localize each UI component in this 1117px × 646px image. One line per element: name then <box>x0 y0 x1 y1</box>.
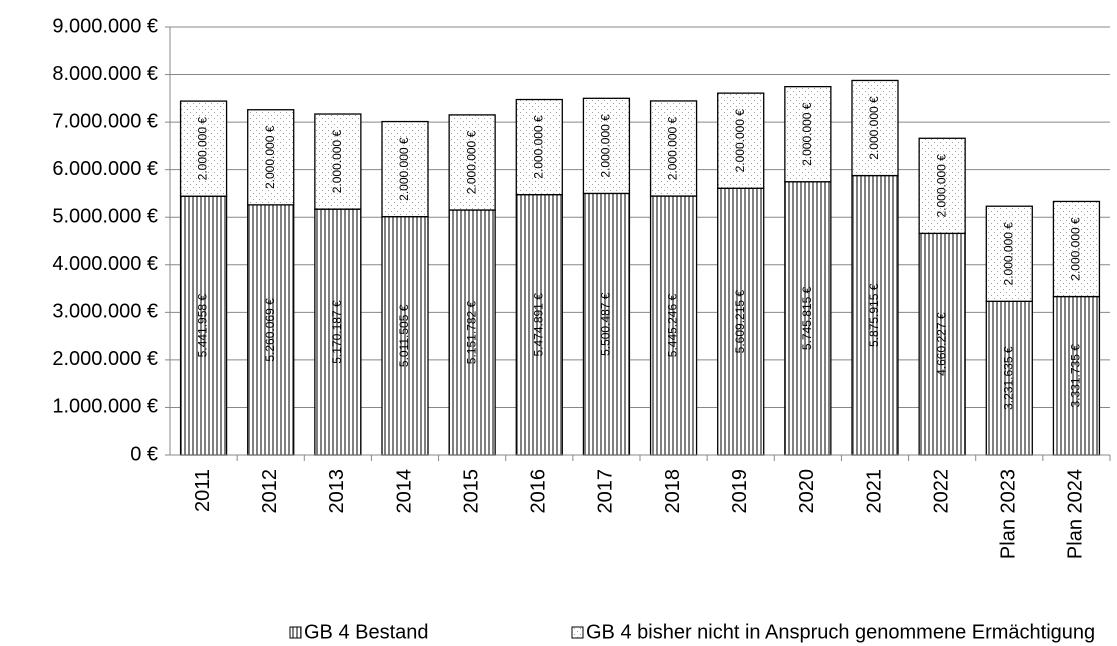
x-tick-label: 2021 <box>863 469 885 514</box>
y-tick-label: 1.000.000 € <box>52 396 158 418</box>
bar-segment <box>448 114 496 211</box>
value-label: 2.000.000 € <box>733 109 747 173</box>
value-label: 5.474.891 € <box>531 293 545 357</box>
y-tick-label: 8.000.000 € <box>52 63 158 85</box>
value-label: 2.000.000 € <box>1069 217 1083 281</box>
y-tick-label: 4.000.000 € <box>52 253 158 275</box>
value-label: 5.260.069 € <box>263 298 277 362</box>
bar-segment <box>784 85 832 183</box>
bar-segment <box>582 192 631 456</box>
bar-segment <box>851 174 899 456</box>
x-tick-label: 2017 <box>595 469 617 514</box>
legend-label: GB 4 Bestand <box>304 621 429 643</box>
value-label: 2.000.000 € <box>800 102 814 166</box>
value-label: 2.000.000 € <box>464 130 478 194</box>
x-tick-label: Plan 2024 <box>1065 469 1087 559</box>
bar-segment <box>717 92 765 189</box>
legend-swatch <box>571 626 584 639</box>
bar-segment <box>918 137 966 235</box>
value-label: 2.000.000 € <box>666 116 680 180</box>
value-label: 2.000.000 € <box>330 130 344 194</box>
y-tick-label: 6.000.000 € <box>52 158 158 180</box>
x-tick-label: 2012 <box>259 469 281 514</box>
value-label: 5.170.187 € <box>330 300 344 364</box>
bar-segment <box>1052 200 1101 298</box>
bar-segment <box>1052 295 1101 456</box>
x-tick-label: 2013 <box>326 469 348 514</box>
y-tick-label: 2.000.000 € <box>52 348 158 370</box>
x-tick-label: 2011 <box>192 469 214 512</box>
bar-segment <box>381 120 429 218</box>
y-tick-label: 7.000.000 € <box>52 110 158 132</box>
bar-segment <box>314 208 362 456</box>
bar-segment <box>784 181 832 456</box>
bar-segment <box>247 204 295 456</box>
x-tick-label: Plan 2023 <box>998 469 1020 559</box>
y-tick-label: 0 € <box>130 443 158 465</box>
value-label: 2.000.000 € <box>397 137 411 201</box>
value-label: 2.000.000 € <box>867 96 881 160</box>
value-label: 5.875.915 € <box>867 283 881 347</box>
bar-segment <box>515 193 563 456</box>
y-tick-label: 3.000.000 € <box>52 301 158 323</box>
value-label: 5.609.215 € <box>733 290 747 354</box>
legend-label: GB 4 bisher nicht in Anspruch genommene … <box>586 621 1095 643</box>
bar-segment <box>851 79 899 177</box>
x-tick-label: 2020 <box>796 469 818 514</box>
bar-segment <box>515 98 563 196</box>
bar-segment <box>985 205 1033 302</box>
bar-segment <box>582 97 631 195</box>
value-label: 2.000.000 € <box>599 114 613 178</box>
value-label: 5.151.782 € <box>464 300 478 364</box>
value-label: 2.000.000 € <box>934 154 948 218</box>
y-tick-label: 9.000.000 € <box>52 15 158 37</box>
value-label: 5.445.246 € <box>666 294 680 358</box>
value-label: 2.000.000 € <box>196 117 210 181</box>
bar-segment <box>381 216 429 456</box>
legend-swatch <box>289 626 302 639</box>
value-label: 5.745.815 € <box>800 286 814 350</box>
value-label: 3.231.635 € <box>1001 346 1015 410</box>
value-label: 2.000.000 € <box>1001 222 1015 286</box>
x-tick-label: 2019 <box>729 469 751 514</box>
bar-segment <box>314 113 362 210</box>
bar-segment <box>649 195 698 456</box>
value-label: 2.000.000 € <box>263 125 277 189</box>
x-tick-label: 2014 <box>393 469 415 514</box>
value-label: 5.500.487 € <box>599 292 613 356</box>
bar-segment <box>247 109 295 206</box>
bar-segment <box>649 100 698 197</box>
value-label: 2.000.000 € <box>531 115 545 179</box>
value-label: 5.441.958 € <box>196 294 210 358</box>
value-label: 5.011.505 € <box>397 304 411 367</box>
bar-segment <box>448 209 496 456</box>
y-tick-label: 5.000.000 € <box>52 206 158 228</box>
bar-segment <box>179 100 228 197</box>
bar-segment <box>179 195 228 456</box>
x-tick-label: 2016 <box>528 469 550 514</box>
value-label: 3.331.735 € <box>1069 344 1083 408</box>
x-tick-label: 2018 <box>662 469 684 514</box>
x-tick-label: 2022 <box>930 469 952 514</box>
value-label: 4.660.227 € <box>934 312 948 376</box>
x-tick-label: 2015 <box>460 469 482 514</box>
